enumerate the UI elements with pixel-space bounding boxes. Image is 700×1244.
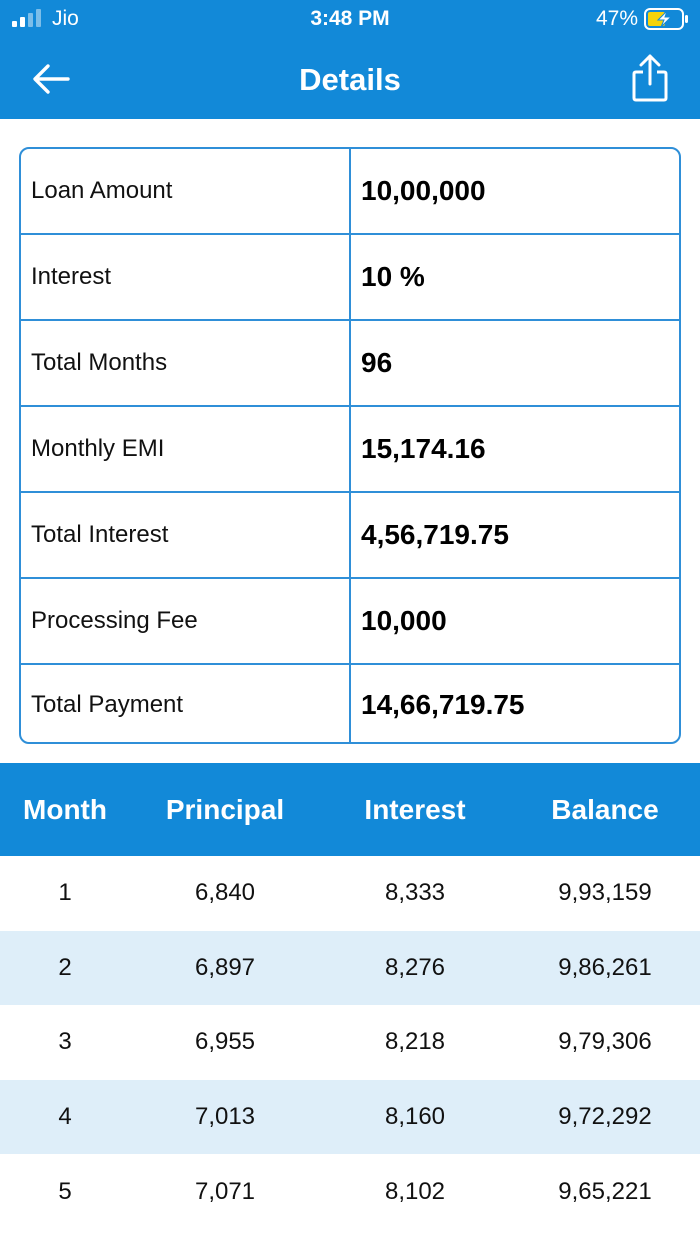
summary-row: Processing Fee 10,000	[21, 579, 679, 665]
cell-balance: 9,65,221	[558, 1177, 652, 1205]
summary-value: 14,66,719.75	[361, 688, 525, 720]
table-row: 1 6,840 8,333 9,93,159	[0, 856, 700, 931]
summary-row: Total Months 96	[21, 321, 679, 407]
loan-summary-table: Loan Amount 10,00,000 Interest 10 % Total Mo…	[19, 147, 681, 744]
back-arrow-icon[interactable]	[30, 58, 72, 100]
summary-label: Loan Amount	[21, 149, 351, 233]
status-bar: Jio 3:48 PM 47%	[0, 0, 700, 40]
table-row: 2 6,897 8,276 9,86,261	[0, 930, 700, 1006]
summary-value: 10,000	[361, 605, 447, 636]
summary-row: Total Interest 4,56,719.75	[21, 493, 679, 579]
summary-label: Total Payment	[21, 665, 351, 742]
table-row: 4 7,013 8,160 9,72,292	[0, 1079, 700, 1155]
cell-interest: 8,333	[384, 879, 446, 907]
carrier-label: Jio	[52, 7, 79, 30]
summary-value: 4,56,719.75	[361, 519, 509, 550]
top-bar: Jio 3:48 PM 47% Details	[0, 0, 700, 119]
cell-interest: 8,218	[384, 1028, 446, 1056]
header-principal: Principal	[165, 793, 285, 825]
cell-interest: 8,276	[384, 953, 446, 981]
summary-value: 10 %	[361, 261, 425, 292]
cell-principal: 7,013	[194, 1103, 256, 1131]
battery-percentage: 47%	[595, 7, 638, 30]
cell-month: 1	[58, 879, 72, 907]
table-row: 5 7,071 8,102 9,65,221	[0, 1154, 700, 1229]
summary-label: Interest	[21, 235, 351, 319]
status-time: 3:48 PM	[310, 7, 390, 30]
cell-month: 5	[58, 1177, 72, 1205]
cell-balance: 9,79,306	[558, 1028, 652, 1056]
signal-icon	[12, 9, 41, 27]
header-balance: Balance	[551, 793, 659, 825]
header-month: Month	[23, 793, 107, 825]
summary-label: Total Interest	[21, 493, 351, 577]
summary-row: Monthly EMI 15,174.16	[21, 407, 679, 493]
cell-month: 2	[58, 953, 72, 981]
summary-label: Monthly EMI	[21, 407, 351, 491]
summary-value: 96	[361, 347, 393, 378]
cell-principal: 6,897	[194, 953, 256, 981]
battery-charging-icon	[644, 8, 688, 30]
cell-balance: 9,86,261	[558, 953, 652, 981]
summary-row: Total Payment 14,66,719.75	[21, 665, 679, 742]
schedule-body: 1 6,840 8,333 9,93,159 2 6,897 8,276 9,86,261 3 6…	[0, 856, 700, 1229]
summary-row: Interest 10 %	[21, 235, 679, 321]
cell-principal: 6,840	[194, 879, 256, 907]
summary-label: Total Months	[21, 321, 351, 405]
table-row: 3 6,955 8,218 9,79,306	[0, 1005, 700, 1080]
page-title: Details	[299, 62, 401, 97]
summary-label: Processing Fee	[21, 579, 351, 663]
cell-balance: 9,93,159	[558, 879, 652, 907]
cell-principal: 7,071	[194, 1177, 256, 1205]
cell-balance: 9,72,292	[558, 1103, 652, 1131]
cell-month: 4	[58, 1103, 72, 1131]
summary-value: 10,00,000	[361, 175, 486, 206]
cell-principal: 6,955	[194, 1028, 256, 1056]
cell-month: 3	[58, 1028, 72, 1056]
summary-value: 15,174.16	[361, 433, 486, 464]
share-icon[interactable]	[632, 54, 668, 102]
header-interest: Interest	[364, 793, 466, 825]
summary-row: Loan Amount 10,00,000	[21, 149, 679, 235]
cell-interest: 8,160	[384, 1103, 446, 1131]
cell-interest: 8,102	[384, 1177, 446, 1205]
schedule-header: Month Principal Interest Balance	[0, 763, 700, 856]
nav-bar: Details	[0, 40, 700, 119]
